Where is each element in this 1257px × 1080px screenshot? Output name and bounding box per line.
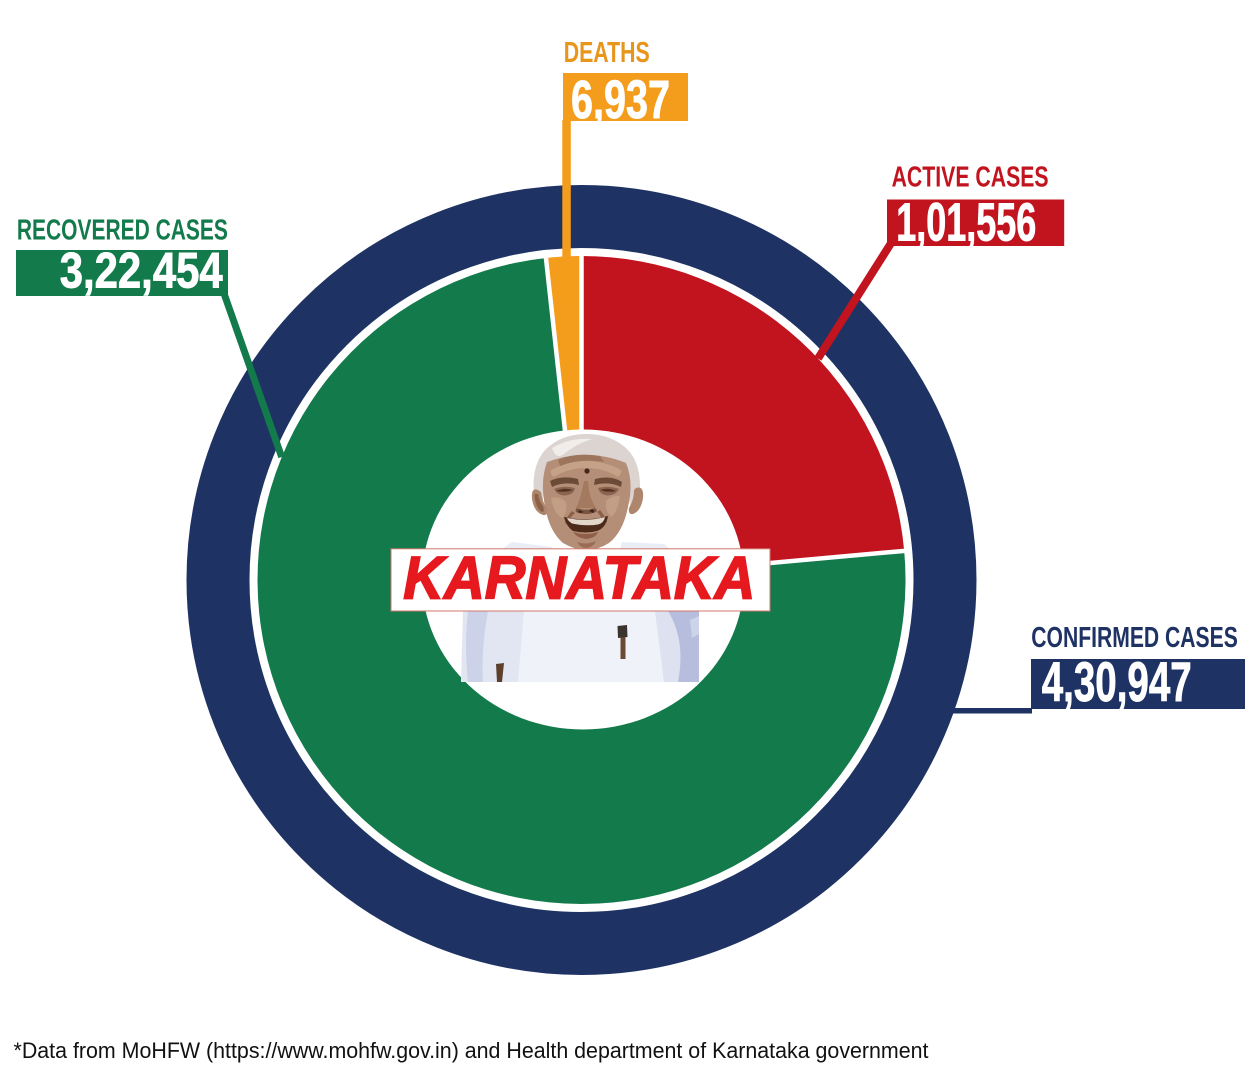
- svg-text:1,01,556: 1,01,556: [896, 193, 1036, 253]
- svg-text:*Data from MoHFW (https://www.: *Data from MoHFW (https://www.mohfw.gov.…: [14, 1038, 930, 1063]
- svg-text:4,30,947: 4,30,947: [1042, 650, 1192, 713]
- svg-text:3,22,454: 3,22,454: [60, 243, 223, 299]
- svg-text:DEATHS: DEATHS: [564, 37, 650, 69]
- svg-text:RECOVERED CASES: RECOVERED CASES: [17, 214, 228, 246]
- svg-text:ACTIVE CASES: ACTIVE CASES: [892, 161, 1049, 193]
- svg-text:CONFIRMED CASES: CONFIRMED CASES: [1031, 622, 1238, 654]
- svg-text:6,937: 6,937: [571, 70, 670, 130]
- svg-text:KARNATAKA: KARNATAKA: [403, 544, 755, 611]
